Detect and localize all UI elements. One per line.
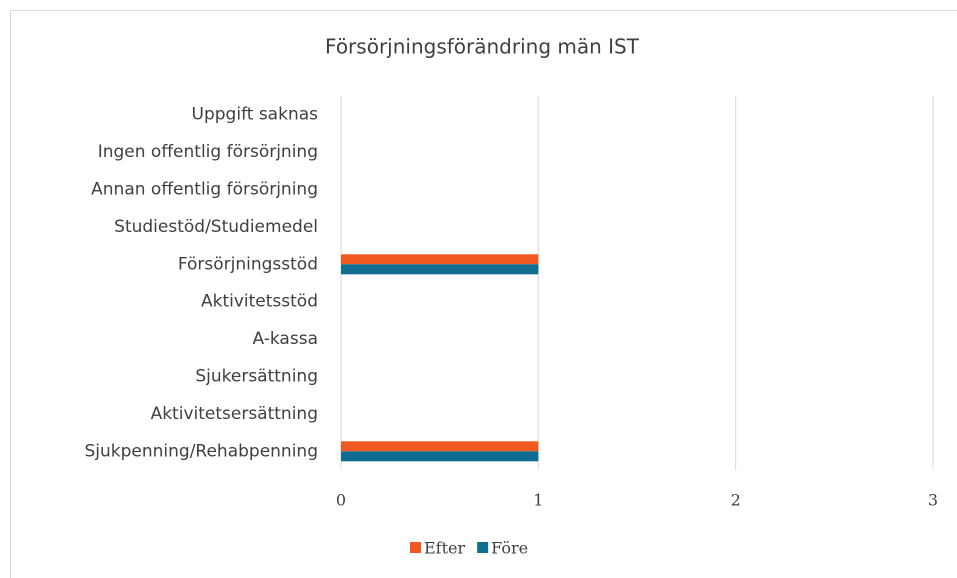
y-tick-label: Aktivitetsersättning xyxy=(151,404,318,424)
y-tick-label: Sjukersättning xyxy=(195,367,318,387)
y-tick-label: A-kassa xyxy=(253,329,319,349)
x-tick-label: 3 xyxy=(928,491,938,510)
chart-frame xyxy=(10,10,957,578)
x-tick-label: 2 xyxy=(731,491,741,510)
y-tick-label: Ingen offentlig försörjning xyxy=(98,142,318,162)
bar xyxy=(341,264,539,275)
y-tick-label: Aktivitetsstöd xyxy=(201,292,318,312)
y-tick-label: Sjukpenning/Rehabpenning xyxy=(84,441,318,461)
chart-title: Försörjningsförändring män IST xyxy=(325,35,640,59)
bar xyxy=(341,441,539,452)
legend-label: Efter xyxy=(424,539,466,558)
bar xyxy=(341,451,539,462)
x-tick-label: 1 xyxy=(533,491,543,510)
legend-swatch xyxy=(477,542,489,553)
y-tick-label: Uppgift saknas xyxy=(192,105,319,125)
y-tick-label: Försörjningsstöd xyxy=(178,254,318,274)
bar xyxy=(341,254,539,265)
legend-swatch xyxy=(410,542,421,553)
y-tick-label: Studiestöd/Studiemedel xyxy=(114,217,318,237)
y-tick-label: Annan offentlig försörjning xyxy=(91,180,318,200)
x-tick-label: 0 xyxy=(336,491,346,510)
legend-label: Före xyxy=(491,539,528,558)
